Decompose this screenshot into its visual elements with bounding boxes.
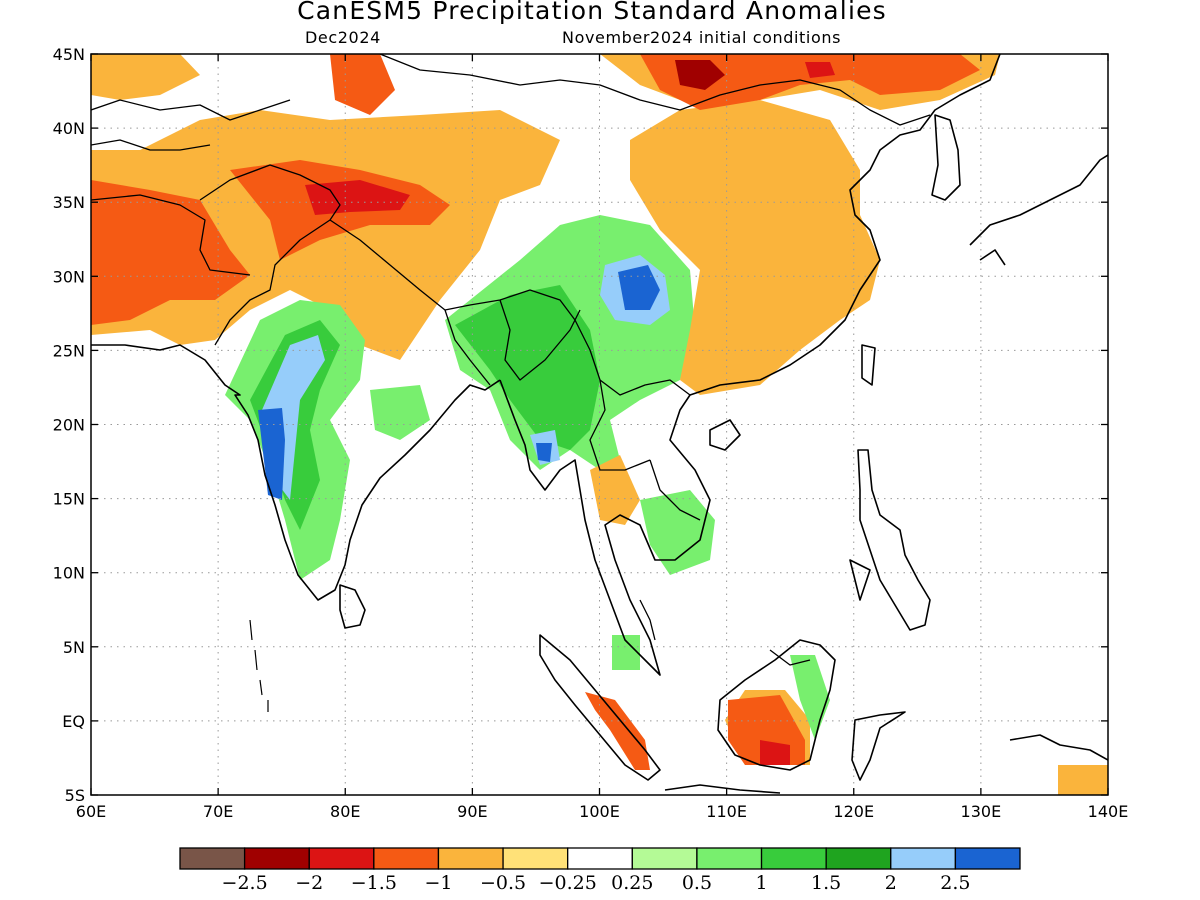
y-tick-label: 5S xyxy=(65,786,85,805)
colorbar-swatch xyxy=(179,847,246,870)
anomaly-region xyxy=(455,285,600,450)
anomaly-region xyxy=(536,443,552,462)
y-tick-label: 30N xyxy=(53,267,85,286)
coastline-sri-lanka xyxy=(339,584,366,629)
anomaly-region xyxy=(258,408,285,500)
y-tick-label: 40N xyxy=(53,119,85,138)
colorbar-swatch xyxy=(243,847,310,870)
y-tick-label: 25N xyxy=(53,341,85,360)
x-tick-label: 60E xyxy=(76,802,106,821)
border-line xyxy=(444,309,491,386)
colorbar-legend: −2.5 −2 −1.5 −1 −0.5 −0.25 0.25 0.5 1 1.5 2 2.5 xyxy=(179,847,1021,894)
x-tick-label: 100E xyxy=(579,802,620,821)
anomaly-region xyxy=(640,490,715,575)
coastline-china xyxy=(689,54,1001,396)
y-tick-label: 45N xyxy=(53,45,85,64)
anomaly-region xyxy=(585,692,650,770)
colorbar-swatch xyxy=(631,847,698,870)
latitude-axis: 45N 40N 35N 30N 25N 20N 15N 10N 5N EQ 5S xyxy=(53,45,1108,805)
colorbar-label: 1.5 xyxy=(811,872,841,894)
anomaly-region xyxy=(675,60,725,90)
forecast-month: Dec2024 xyxy=(305,28,381,47)
coastline-sumatra xyxy=(539,634,661,781)
anomaly-region xyxy=(91,54,200,100)
coastline-hainan xyxy=(709,419,741,451)
country-borders xyxy=(91,54,931,666)
x-tick-label: 90E xyxy=(457,802,487,821)
border-line xyxy=(379,54,931,126)
anomaly-region xyxy=(590,455,640,525)
coastline-indochina xyxy=(499,379,711,676)
border-line xyxy=(499,299,581,381)
coastlines xyxy=(91,54,1108,794)
x-tick-label: 140E xyxy=(1088,802,1129,821)
x-tick-label: 120E xyxy=(833,802,874,821)
coastline-islands xyxy=(249,619,269,712)
colorbar-swatch xyxy=(760,847,827,870)
colorbar-label: −0.25 xyxy=(539,872,597,894)
border-line xyxy=(639,599,811,666)
border-line xyxy=(91,194,251,276)
y-tick-label: 5N xyxy=(63,638,85,657)
colorbar-label: 2 xyxy=(885,872,897,894)
colorbar-label: 2.5 xyxy=(940,872,970,894)
anomaly-region xyxy=(612,635,640,670)
anomaly-region xyxy=(618,265,660,310)
coastline-sulawesi xyxy=(851,711,906,781)
border-line xyxy=(589,379,651,471)
y-tick-label: 35N xyxy=(53,193,85,212)
colorbar-swatch xyxy=(308,847,375,870)
anomaly-region xyxy=(630,100,880,395)
x-tick-label: 70E xyxy=(203,802,233,821)
anomaly-region xyxy=(370,385,430,440)
x-tick-label: 80E xyxy=(330,802,360,821)
coastline-taiwan xyxy=(861,344,876,386)
colorbar-label: −2.5 xyxy=(222,872,268,894)
anomaly-region xyxy=(760,740,790,765)
colorbar-swatch xyxy=(567,847,633,870)
border-line xyxy=(91,139,211,151)
colorbar-swatch xyxy=(696,847,763,870)
coastline-india xyxy=(91,344,501,601)
colorbar-swatch xyxy=(825,847,892,870)
border-line xyxy=(574,319,691,396)
colorbar-label: −1 xyxy=(424,872,452,894)
colorbar-label: −0.5 xyxy=(480,872,526,894)
colorbar-swatch xyxy=(890,847,957,870)
anomaly-shading xyxy=(91,54,1108,795)
x-tick-label: 110E xyxy=(706,802,747,821)
anomaly-region xyxy=(91,180,250,325)
colorbar-label: −2 xyxy=(295,872,323,894)
coastline-java xyxy=(664,784,781,794)
colorbar-swatch xyxy=(437,847,504,870)
border-line xyxy=(91,99,291,121)
border-line xyxy=(329,219,576,321)
y-tick-label: 15N xyxy=(53,490,85,509)
initial-conditions: November2024 initial conditions xyxy=(562,28,842,47)
y-tick-label: 20N xyxy=(53,416,85,435)
colorbar-swatch xyxy=(373,847,440,870)
anomaly-region xyxy=(305,180,410,215)
coastline-philippines xyxy=(849,449,931,631)
colorbar-label: 0.5 xyxy=(682,872,712,894)
anomaly-region xyxy=(1058,765,1108,795)
border-line xyxy=(649,459,701,521)
colorbar-label: 0.25 xyxy=(611,872,653,894)
longitude-axis: 60E 70E 80E 90E 100E 110E 120E 130E 140E xyxy=(76,54,1129,821)
x-tick-label: 130E xyxy=(961,802,1002,821)
coastline-korea xyxy=(931,114,961,201)
coastline-new-guinea xyxy=(1009,734,1108,761)
plot-area xyxy=(91,54,1108,795)
colorbar-swatch xyxy=(954,847,1021,870)
coastline-japan xyxy=(969,154,1108,266)
colorbar-label: −1.5 xyxy=(351,872,397,894)
colorbar-label: 1 xyxy=(755,872,767,894)
y-tick-label: 10N xyxy=(53,564,85,583)
y-tick-label: EQ xyxy=(62,712,85,731)
anomaly-region xyxy=(330,54,395,115)
anomaly-region xyxy=(805,62,835,78)
map-title: CanESM5 Precipitation Standard Anomalies xyxy=(297,0,887,25)
colorbar-swatch xyxy=(502,847,569,870)
